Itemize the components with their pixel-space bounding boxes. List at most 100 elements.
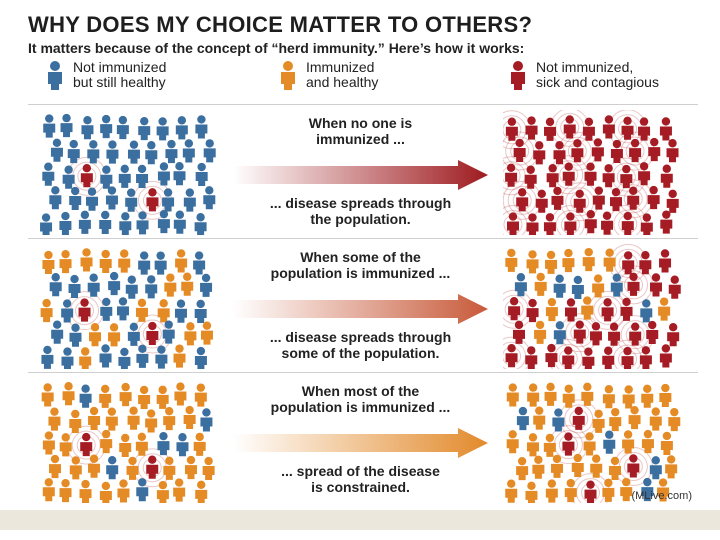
person-orange-icon: [657, 478, 670, 502]
person-orange-icon: [119, 433, 132, 457]
person-red-icon: [563, 115, 576, 139]
person-red-icon: [508, 297, 521, 321]
person-red-icon: [609, 187, 622, 212]
person-red-icon: [608, 322, 621, 346]
person-red-icon: [146, 188, 159, 212]
person-orange-icon: [602, 478, 615, 502]
person-orange-icon: [174, 382, 187, 406]
person-blue-icon: [67, 139, 80, 164]
person-red-icon: [646, 320, 659, 345]
person-red-icon: [601, 298, 614, 322]
person-orange-icon: [194, 383, 207, 407]
person-orange-icon: [641, 384, 654, 408]
person-orange-icon: [173, 344, 186, 368]
person-red-icon: [535, 189, 548, 213]
person-orange-icon: [200, 321, 213, 345]
arrow: [233, 160, 488, 190]
person-orange-icon: [184, 455, 197, 480]
person-orange-icon: [545, 250, 558, 274]
person-blue-icon: [108, 271, 121, 296]
person-red-icon: [667, 323, 680, 347]
person-orange-icon: [622, 430, 635, 454]
person-orange-icon: [534, 320, 547, 344]
person-orange-icon: [505, 248, 518, 272]
person-blue-icon: [203, 186, 216, 210]
person-orange-icon: [668, 407, 681, 432]
person-orange-icon: [545, 297, 558, 322]
person-blue-icon: [99, 210, 112, 234]
person-red-icon: [533, 141, 546, 165]
person-blue-icon: [87, 140, 100, 164]
person-blue-icon: [516, 406, 529, 431]
person-orange-icon: [138, 385, 151, 409]
person-orange-icon: [581, 382, 594, 406]
person-orange-icon: [79, 347, 92, 369]
person-orange-icon: [126, 456, 139, 480]
person-blue-icon: [553, 321, 566, 345]
person-red-icon: [638, 117, 651, 141]
person-orange-icon: [195, 480, 208, 503]
person-orange-icon: [99, 384, 112, 408]
person-orange-icon: [89, 323, 102, 347]
person-red-icon: [545, 343, 558, 368]
person-red-icon: [505, 163, 518, 187]
person-red-icon: [511, 61, 525, 90]
person-red-icon: [551, 186, 564, 210]
person-orange-icon: [590, 454, 603, 478]
legend-item-immunized: Immunized and healthy: [278, 60, 378, 90]
caption-top: When most of the population is immunized…: [270, 383, 451, 415]
person-blue-icon: [640, 299, 653, 323]
person-red-icon: [610, 139, 623, 164]
person-orange-icon: [164, 273, 177, 297]
person-orange-icon: [628, 405, 641, 430]
person-blue-icon: [62, 165, 75, 189]
person-blue-icon: [138, 116, 151, 141]
caption-bottom: ... spread of the disease is constrained…: [281, 463, 440, 495]
person-orange-icon: [59, 433, 72, 457]
person-blue-icon: [50, 138, 63, 162]
person-orange-icon: [59, 478, 72, 503]
person-blue-icon: [41, 345, 54, 369]
person-orange-icon: [603, 248, 616, 272]
person-blue-icon: [145, 141, 158, 165]
person-red-icon: [666, 139, 679, 163]
person-red-icon: [582, 117, 595, 141]
person-red-icon: [668, 275, 681, 299]
person-blue-icon: [136, 344, 149, 368]
crowd-before: [40, 248, 213, 369]
person-red-icon: [516, 188, 529, 212]
person-red-icon: [146, 455, 159, 479]
person-blue-icon: [174, 299, 187, 323]
person-orange-icon: [551, 454, 564, 478]
person-blue-icon: [610, 273, 623, 297]
person-blue-icon: [106, 140, 119, 164]
person-red-icon: [639, 346, 652, 369]
person-red-icon: [621, 116, 634, 140]
person-blue-icon: [176, 433, 189, 457]
person-blue-icon: [99, 344, 112, 368]
crowd-after: [503, 244, 681, 369]
person-red-icon: [526, 213, 539, 235]
person-red-icon: [629, 322, 642, 346]
person-orange-icon: [48, 407, 61, 431]
person-blue-icon: [173, 210, 186, 234]
person-orange-icon: [608, 456, 621, 480]
person-blue-icon: [162, 320, 175, 344]
person-orange-icon: [157, 299, 170, 323]
person-orange-icon: [184, 322, 197, 346]
person-blue-icon: [81, 115, 94, 140]
person-red-icon: [648, 137, 661, 162]
crowd-after: [503, 110, 679, 235]
contagion-ring: [555, 210, 585, 235]
person-red-icon: [627, 186, 640, 210]
person-red-icon: [620, 164, 633, 189]
person-orange-icon: [40, 298, 53, 323]
person-red-icon: [647, 185, 660, 210]
person-blue-icon: [125, 188, 138, 212]
person-blue-icon: [118, 164, 131, 188]
divider: [28, 372, 698, 373]
person-blue-icon: [43, 114, 56, 138]
person-blue-icon: [194, 213, 207, 235]
person-red-icon: [640, 213, 653, 235]
person-red-icon: [659, 249, 672, 273]
